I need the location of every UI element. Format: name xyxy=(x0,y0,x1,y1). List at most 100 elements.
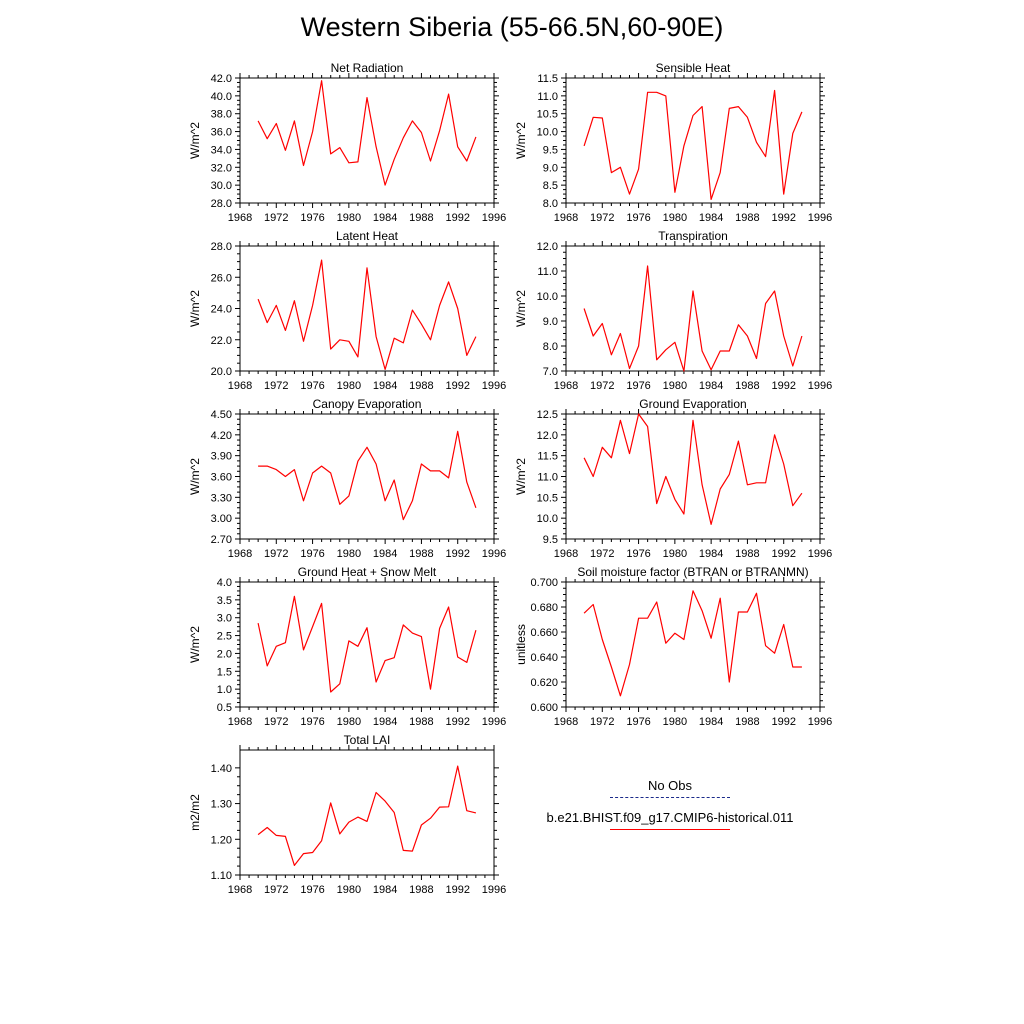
x-tick-label: 1968 xyxy=(228,380,252,392)
x-tick-label: 1976 xyxy=(626,548,650,560)
y-axis-label: W/m^2 xyxy=(188,458,202,495)
x-tick-label: 1968 xyxy=(228,884,252,896)
plot-frame xyxy=(239,245,495,372)
x-tick-label: 1972 xyxy=(264,380,288,392)
y-tick-label: 2.70 xyxy=(211,534,232,546)
x-tick-label: 1988 xyxy=(735,380,759,392)
y-tick-label: 11.5 xyxy=(537,73,558,85)
y-tick-label: 3.90 xyxy=(211,451,232,463)
y-tick-label: 36.0 xyxy=(211,127,232,139)
x-tick-label: 1992 xyxy=(771,716,795,728)
x-tick-label: 1980 xyxy=(663,212,687,224)
y-tick-label: 9.5 xyxy=(543,144,558,156)
y-tick-label: 11.0 xyxy=(537,472,558,484)
y-axis-label: W/m^2 xyxy=(514,458,528,495)
x-tick-label: 1984 xyxy=(699,716,723,728)
panel-title: Ground Heat + Snow Melt xyxy=(298,565,437,579)
y-tick-label: 11.5 xyxy=(537,451,558,463)
legend: No Obs b.e21.BHIST.f09_g17.CMIP6-histori… xyxy=(520,778,820,842)
x-tick-label: 1976 xyxy=(626,716,650,728)
x-tick-label: 1984 xyxy=(373,548,397,560)
y-tick-label: 30.0 xyxy=(211,180,232,192)
x-tick-label: 1992 xyxy=(771,212,795,224)
x-tick-label: 1992 xyxy=(445,212,469,224)
y-tick-label: 9.0 xyxy=(543,316,558,328)
y-tick-label: 28.0 xyxy=(211,241,232,253)
y-tick-label: 8.0 xyxy=(543,198,558,210)
y-tick-label: 3.00 xyxy=(211,513,232,525)
panel-title: Latent Heat xyxy=(336,229,399,243)
x-tick-label: 1992 xyxy=(445,884,469,896)
series-line xyxy=(583,413,803,526)
y-tick-label: 7.0 xyxy=(543,366,558,378)
x-tick-label: 1972 xyxy=(264,212,288,224)
y-tick-label: 0.640 xyxy=(530,652,558,664)
y-axis-label: W/m^2 xyxy=(188,290,202,327)
y-tick-label: 1.5 xyxy=(217,666,232,678)
y-tick-label: 10.5 xyxy=(537,109,558,121)
x-tick-label: 1980 xyxy=(663,548,687,560)
panel-title: Ground Evaporation xyxy=(639,397,746,411)
panel-title: Net Radiation xyxy=(331,61,404,75)
y-tick-label: 8.0 xyxy=(543,341,558,353)
x-tick-label: 1968 xyxy=(228,212,252,224)
y-axis-label: W/m^2 xyxy=(188,626,202,663)
y-axis-label: W/m^2 xyxy=(514,122,528,159)
x-tick-label: 1972 xyxy=(590,548,614,560)
series-line xyxy=(257,595,477,693)
y-axis-label: unitless xyxy=(514,624,528,665)
x-tick-label: 1996 xyxy=(808,212,832,224)
y-tick-label: 32.0 xyxy=(211,162,232,174)
x-tick-label: 1972 xyxy=(590,212,614,224)
x-tick-label: 1992 xyxy=(445,548,469,560)
y-tick-label: 24.0 xyxy=(211,304,232,316)
x-tick-label: 1988 xyxy=(735,212,759,224)
x-tick-label: 1988 xyxy=(409,884,433,896)
y-tick-label: 26.0 xyxy=(211,272,232,284)
series-line xyxy=(583,89,803,200)
y-tick-label: 12.0 xyxy=(537,241,558,253)
panel-title: Canopy Evaporation xyxy=(313,397,422,411)
legend-entry-obs: No Obs xyxy=(647,778,693,793)
y-tick-label: 9.0 xyxy=(543,162,558,174)
x-tick-label: 1972 xyxy=(264,548,288,560)
y-tick-label: 4.50 xyxy=(211,409,232,421)
x-tick-label: 1968 xyxy=(228,548,252,560)
y-tick-label: 0.700 xyxy=(530,577,558,589)
x-tick-label: 1976 xyxy=(626,212,650,224)
x-tick-label: 1980 xyxy=(337,716,361,728)
series-line xyxy=(258,430,477,521)
y-tick-label: 12.5 xyxy=(537,409,558,421)
x-tick-label: 1992 xyxy=(445,380,469,392)
x-tick-label: 1972 xyxy=(264,884,288,896)
y-tick-label: 0.620 xyxy=(530,677,558,689)
x-tick-label: 1988 xyxy=(735,548,759,560)
x-tick-label: 1996 xyxy=(808,716,832,728)
x-tick-label: 1976 xyxy=(300,716,324,728)
y-tick-label: 1.10 xyxy=(211,870,232,882)
x-tick-label: 1976 xyxy=(300,548,324,560)
y-tick-label: 10.0 xyxy=(537,291,558,303)
x-tick-label: 1972 xyxy=(264,716,288,728)
series-line xyxy=(583,265,803,372)
x-tick-label: 1984 xyxy=(373,212,397,224)
y-tick-label: 0.660 xyxy=(530,627,558,639)
x-tick-label: 1968 xyxy=(554,716,578,728)
legend-entry-model: b.e21.BHIST.f09_g17.CMIP6-historical.011 xyxy=(546,810,794,825)
x-tick-label: 1988 xyxy=(409,380,433,392)
y-tick-label: 3.60 xyxy=(211,472,232,484)
x-tick-label: 1988 xyxy=(409,716,433,728)
x-tick-label: 1976 xyxy=(300,884,324,896)
legend-line-obs xyxy=(610,797,730,798)
plot-frame xyxy=(565,77,821,204)
y-axis-label: W/m^2 xyxy=(514,290,528,327)
x-tick-label: 1996 xyxy=(482,380,506,392)
x-tick-label: 1980 xyxy=(337,884,361,896)
y-axis-label: W/m^2 xyxy=(188,122,202,159)
y-tick-label: 0.600 xyxy=(530,702,558,714)
y-axis-label: m2/m2 xyxy=(188,794,202,831)
y-tick-label: 11.0 xyxy=(537,266,558,278)
x-tick-label: 1968 xyxy=(554,212,578,224)
y-tick-label: 10.0 xyxy=(537,513,558,525)
